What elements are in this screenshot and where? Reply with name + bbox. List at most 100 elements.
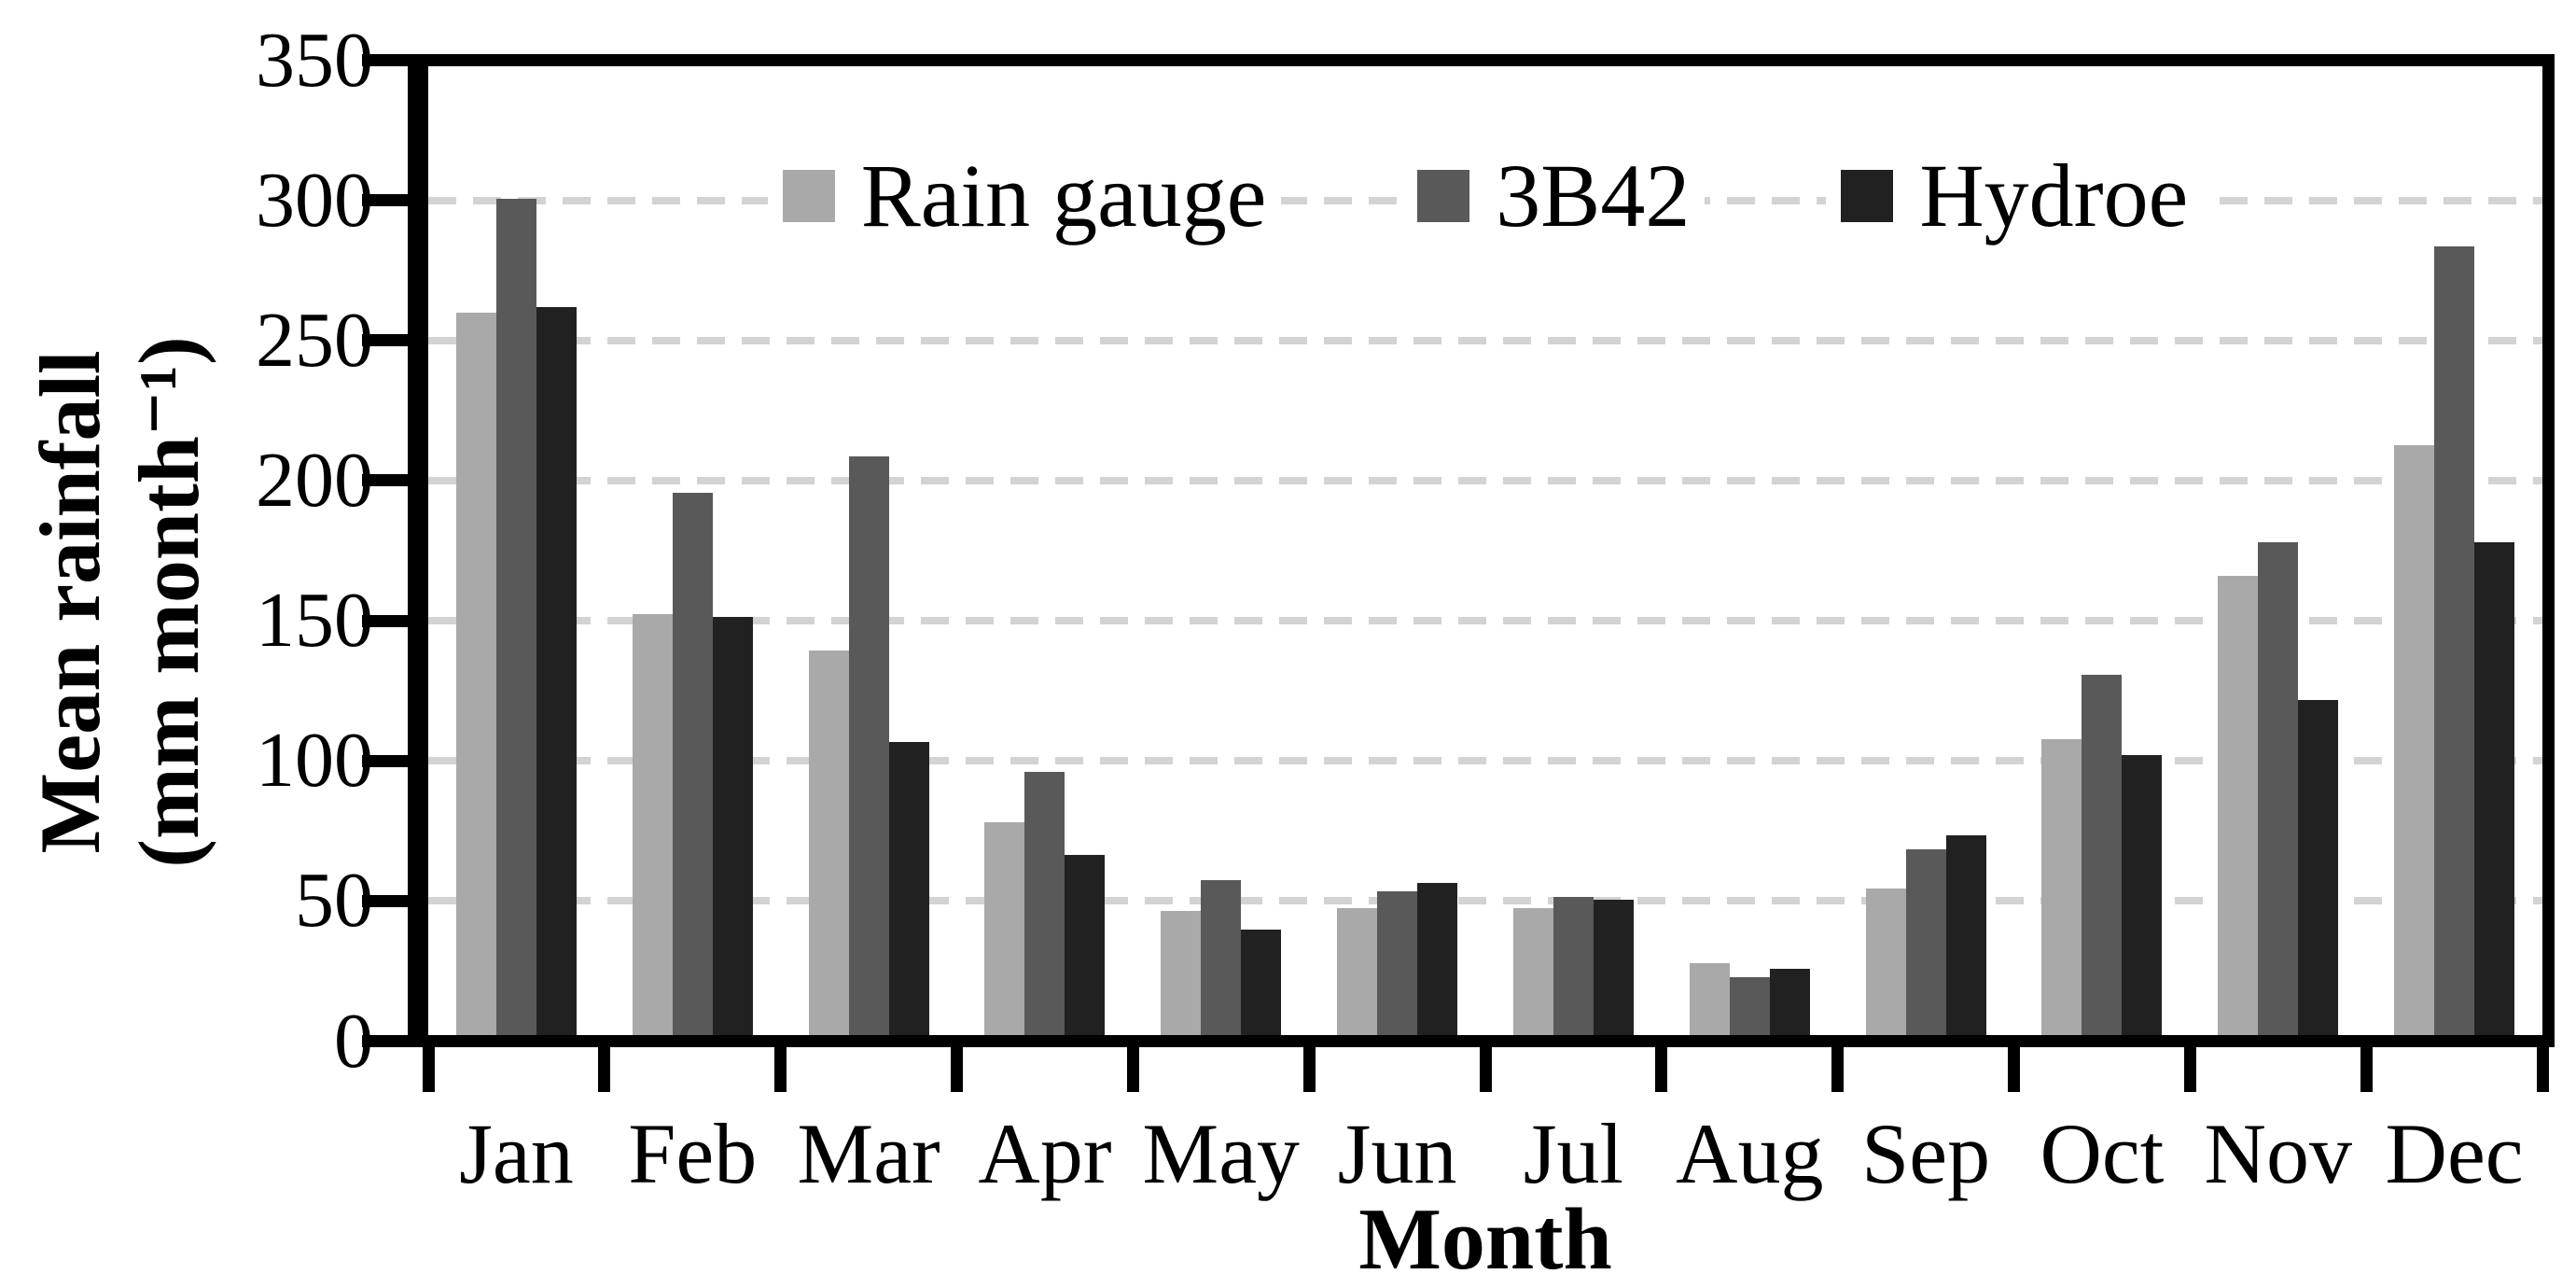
bar-feb-rain-gauge	[632, 614, 673, 1035]
bar-oct-3b42	[2082, 675, 2123, 1035]
bar-group-feb	[605, 66, 781, 1035]
legend-label: Hydroe	[1919, 146, 2189, 245]
bar-group-aug	[1662, 66, 1838, 1035]
x-tick-label-sep: Sep	[1861, 1106, 1991, 1201]
bar-aug-rain-gauge	[1689, 963, 1730, 1035]
bar-jan-rain-gauge	[455, 313, 496, 1035]
gridline	[428, 476, 2543, 484]
bar-dec-3b42	[2434, 246, 2475, 1035]
bar-group-oct	[2013, 66, 2190, 1035]
x-tick	[598, 1043, 611, 1092]
bar-apr-rain-gauge	[984, 822, 1025, 1035]
x-tick	[1302, 1043, 1316, 1092]
bar-feb-3b42	[672, 493, 713, 1035]
bar-group-jul	[1485, 66, 1662, 1035]
x-tick	[1126, 1043, 1139, 1092]
legend-swatch-icon	[1841, 170, 1894, 222]
y-tick-label: 250	[256, 296, 373, 384]
bar-nov-3b42	[2258, 542, 2299, 1035]
bar-mar-3b42	[848, 456, 889, 1035]
bar-jul-3b42	[1553, 897, 1594, 1035]
y-tick-label: 200	[256, 436, 373, 524]
y-tick	[362, 474, 420, 487]
y-tick	[362, 894, 420, 907]
x-tick-label-nov: Nov	[2204, 1106, 2352, 1201]
legend: Rain gauge 3B42 Hydroe	[428, 138, 2542, 254]
bar-oct-rain-gauge	[2041, 739, 2082, 1035]
gridline	[428, 336, 2543, 344]
x-tick-label-oct: Oct	[2040, 1106, 2165, 1201]
x-tick-label-mar: Mar	[797, 1106, 940, 1201]
bar-group-apr	[956, 66, 1133, 1035]
x-tick	[1655, 1043, 1668, 1092]
x-tick-label-jun: Jun	[1337, 1106, 1457, 1201]
y-tick	[362, 1035, 420, 1047]
bar-dec-hydroe	[2474, 542, 2515, 1035]
y-tick-label: 150	[256, 577, 373, 665]
bar-group-jun	[1309, 66, 1485, 1035]
x-tick	[2536, 1043, 2549, 1092]
gridline	[428, 757, 2543, 765]
y-tick	[362, 194, 420, 207]
bar-sep-3b42	[1905, 849, 1946, 1035]
y-tick	[362, 54, 420, 66]
x-tick-label-may: May	[1142, 1106, 1301, 1201]
x-tick	[2008, 1043, 2020, 1092]
bar-sep-rain-gauge	[1865, 889, 1906, 1035]
bar-group-may	[1133, 66, 1309, 1035]
legend-swatch-icon	[1417, 170, 1470, 222]
bar-aug-3b42	[1729, 977, 1770, 1035]
x-tick-label-jan: Jan	[459, 1106, 574, 1201]
x-tick	[951, 1043, 963, 1092]
x-axis-title: Month	[1358, 1191, 1612, 1288]
legend-item-3b42: 3B42	[1402, 138, 1706, 254]
bar-may-hydroe	[1241, 930, 1282, 1035]
bar-jan-hydroe	[536, 307, 577, 1035]
y-tick-label: 0	[334, 997, 373, 1085]
bar-group-nov	[2190, 66, 2366, 1035]
bar-may-rain-gauge	[1161, 911, 1202, 1035]
legend-item-hydroe: Hydroe	[1826, 138, 2204, 254]
bar-may-3b42	[1201, 880, 1242, 1035]
x-tick	[1479, 1043, 1492, 1092]
legend-swatch-icon	[782, 170, 835, 222]
y-tick	[362, 754, 420, 767]
bar-group-dec	[2366, 66, 2542, 1035]
x-tick-label-dec: Dec	[2385, 1106, 2524, 1201]
gridline	[428, 897, 2543, 905]
bar-jun-3b42	[1377, 891, 1418, 1035]
x-tick-label-jul: Jul	[1523, 1106, 1624, 1201]
bar-apr-hydroe	[1065, 855, 1106, 1035]
y-tick-label: 350	[256, 16, 373, 104]
x-tick-label-apr: Apr	[978, 1106, 1112, 1201]
bar-jul-hydroe	[1593, 900, 1634, 1035]
x-tick-label-feb: Feb	[628, 1106, 758, 1201]
y-tick-label: 300	[256, 156, 373, 244]
bar-apr-3b42	[1024, 772, 1065, 1035]
bar-aug-hydroe	[1769, 969, 1810, 1035]
bar-group-jan	[428, 66, 605, 1035]
plot-bars-layer	[428, 66, 2542, 1035]
y-tick	[362, 614, 420, 627]
x-tick-label-aug: Aug	[1676, 1106, 1824, 1201]
bar-group-sep	[1838, 66, 2014, 1035]
bar-jul-rain-gauge	[1512, 908, 1553, 1035]
x-tick	[774, 1043, 787, 1092]
bar-mar-hydroe	[888, 742, 929, 1035]
x-tick	[2360, 1043, 2373, 1092]
x-tick	[422, 1043, 435, 1092]
legend-label: 3B42	[1496, 146, 1691, 245]
bar-nov-rain-gauge	[2218, 576, 2259, 1035]
y-tick-label: 100	[256, 717, 373, 805]
bar-jun-hydroe	[1417, 883, 1458, 1035]
bar-dec-rain-gauge	[2394, 445, 2435, 1035]
bar-nov-hydroe	[2298, 700, 2339, 1035]
bar-oct-hydroe	[2122, 755, 2163, 1035]
bar-jun-rain-gauge	[1337, 908, 1378, 1035]
gridline	[428, 617, 2543, 625]
bar-group-mar	[781, 66, 957, 1035]
legend-label: Rain gauge	[860, 146, 1267, 245]
y-tick-label: 50	[295, 857, 373, 945]
bar-feb-hydroe	[712, 617, 753, 1035]
